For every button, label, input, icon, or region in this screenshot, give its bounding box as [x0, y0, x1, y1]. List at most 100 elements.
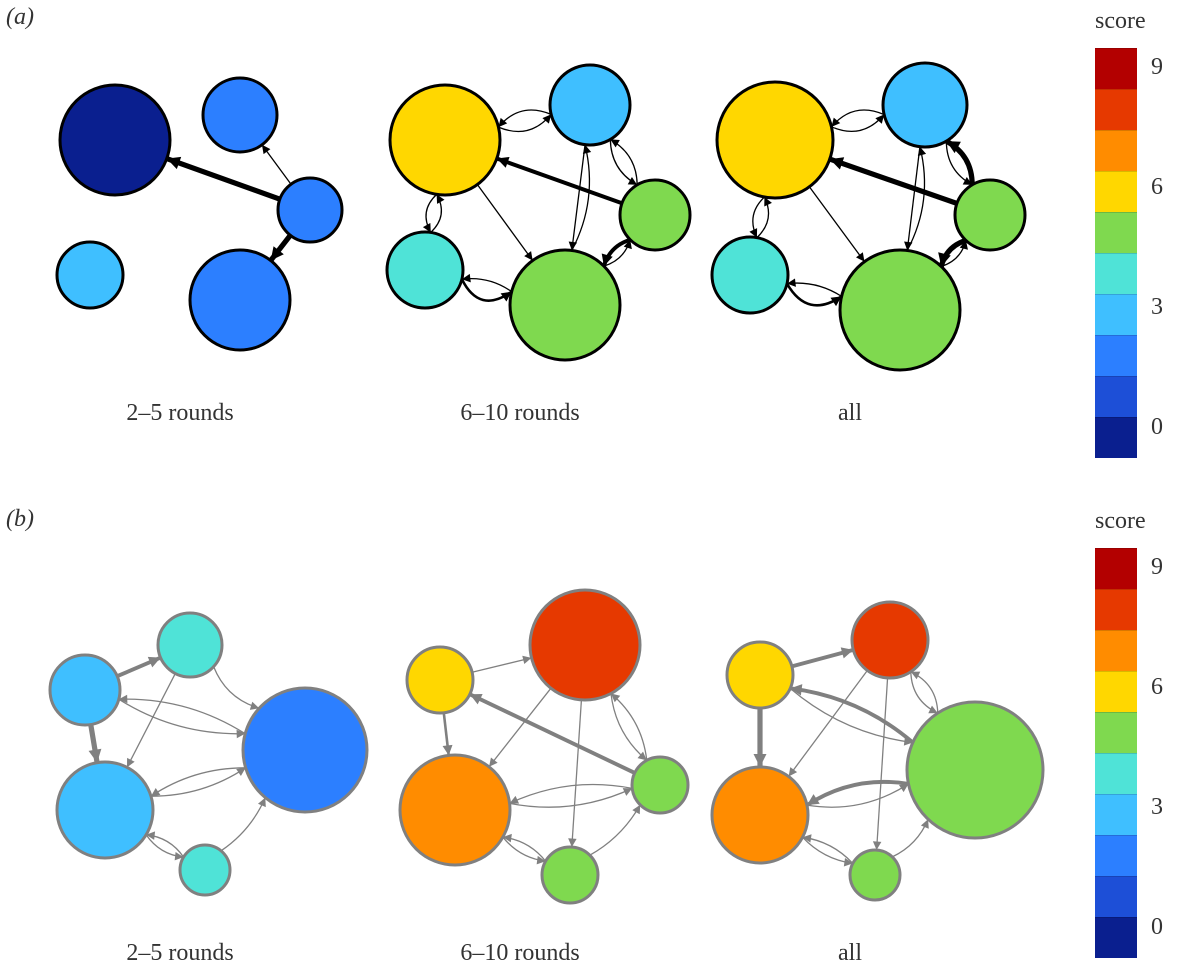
legend-tick: 6 [1151, 174, 1163, 201]
edge [127, 673, 175, 767]
legend-swatch [1095, 376, 1137, 417]
legend-a: 0369 [1095, 48, 1137, 458]
edge [911, 672, 938, 713]
panel-b-letter: b [14, 506, 26, 532]
node [60, 85, 170, 195]
legend-tick: 9 [1151, 554, 1163, 581]
legend-tick: 3 [1151, 294, 1163, 321]
node [57, 762, 153, 858]
edge [611, 693, 647, 760]
edge [151, 768, 246, 796]
legend-tick: 6 [1151, 674, 1163, 701]
legend-b: 0369 [1095, 548, 1137, 958]
edge [604, 240, 630, 266]
edge [167, 159, 280, 200]
network-b-6-10 [360, 575, 700, 905]
edge [572, 145, 590, 251]
node [400, 755, 510, 865]
network-b-2-5 [30, 575, 370, 905]
legend-swatch [1095, 171, 1137, 212]
node [278, 178, 342, 242]
edge [497, 158, 622, 203]
edge [610, 139, 637, 184]
node [727, 642, 793, 708]
node [712, 767, 808, 863]
edge [807, 782, 908, 805]
label-a-2-5: 2–5 rounds [30, 400, 330, 427]
legend-swatch [1095, 335, 1137, 376]
legend-swatch [1095, 48, 1137, 89]
legend-swatch [1095, 417, 1137, 458]
edge [604, 240, 630, 266]
node [243, 688, 367, 812]
network-a-2-5 [30, 45, 370, 375]
edge [151, 768, 246, 796]
edge [221, 798, 265, 851]
node [620, 180, 690, 250]
legend-swatch [1095, 589, 1137, 630]
node [542, 847, 598, 903]
edge [477, 184, 532, 260]
node [387, 232, 463, 308]
network-b-all [690, 575, 1030, 905]
node [955, 180, 1025, 250]
edge [610, 139, 637, 184]
legend-b-title: score [1095, 508, 1146, 535]
node [190, 250, 290, 350]
node [50, 655, 120, 725]
edge [572, 700, 582, 847]
legend-swatch [1095, 712, 1137, 753]
node [390, 85, 500, 195]
edge [941, 240, 966, 266]
node [550, 65, 630, 145]
label-b-6-10: 6–10 rounds [370, 940, 670, 967]
legend-swatch [1095, 794, 1137, 835]
edge [611, 693, 647, 760]
legend-swatch [1095, 89, 1137, 130]
edge [472, 658, 531, 672]
node [158, 613, 222, 677]
legend-swatch [1095, 917, 1137, 958]
label-b-all: all [700, 940, 1000, 967]
node [850, 850, 900, 900]
legend-swatch [1095, 835, 1137, 876]
legend-tick: 0 [1151, 414, 1163, 441]
node [632, 757, 688, 813]
edge [119, 699, 245, 734]
network-a-all [690, 45, 1030, 375]
edge [790, 688, 913, 742]
legend-swatch [1095, 753, 1137, 794]
node [852, 602, 928, 678]
edge [809, 187, 864, 262]
node [530, 590, 640, 700]
node [883, 63, 967, 147]
edge [790, 688, 913, 742]
legend-swatch [1095, 294, 1137, 335]
panel-b-label: (b) [6, 506, 34, 533]
node [57, 242, 123, 308]
node [407, 647, 473, 713]
edge [510, 788, 633, 807]
panel-a-letter: a [14, 4, 26, 30]
node [180, 845, 230, 895]
legend-a-title: score [1095, 8, 1146, 35]
edge [830, 159, 957, 203]
legend-swatch [1095, 548, 1137, 589]
figure-root: { "dimensions": {"width": 1200, "height"… [0, 0, 1200, 978]
node [510, 250, 620, 360]
edge [510, 785, 633, 804]
legend-swatch [1095, 253, 1137, 294]
legend-swatch [1095, 130, 1137, 171]
node [203, 78, 277, 152]
edge [590, 805, 640, 855]
label-b-2-5: 2–5 rounds [30, 940, 330, 967]
panel-a-label: (a) [6, 4, 34, 31]
edge [907, 147, 920, 251]
legend-tick: 9 [1151, 54, 1163, 81]
legend-tick: 0 [1151, 914, 1163, 941]
network-a-6-10 [360, 45, 700, 375]
label-a-6-10: 6–10 rounds [370, 400, 670, 427]
edge [911, 672, 938, 713]
edge [119, 699, 245, 734]
node [717, 82, 833, 198]
